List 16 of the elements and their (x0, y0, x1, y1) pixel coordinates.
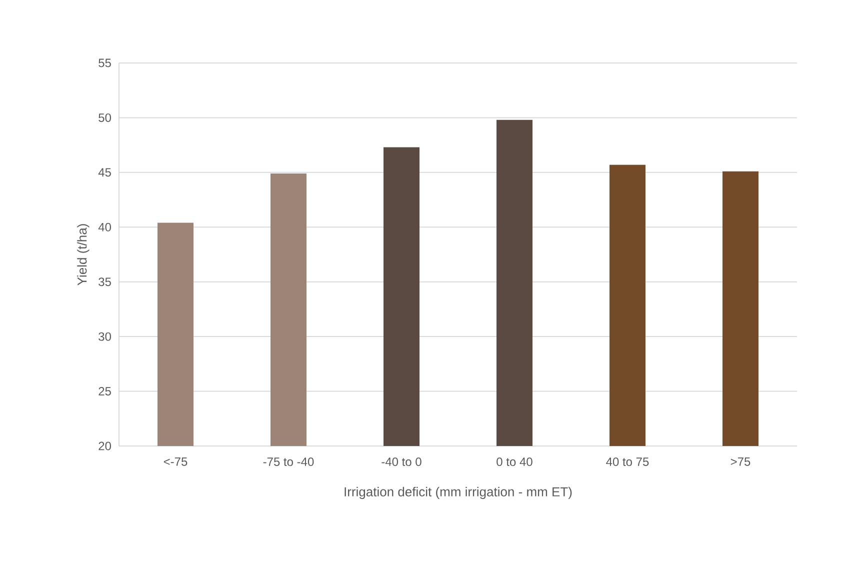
x-tick-label: -75 to -40 (263, 458, 314, 466)
y-tick-label: 50 (98, 113, 112, 122)
y-tick-label: 25 (98, 387, 111, 396)
y-tick-label: 40 (98, 222, 112, 232)
y-tick-label: 30 (98, 332, 112, 341)
x-tick-label: >75 (730, 458, 750, 466)
y-tick-label: 55 (98, 58, 111, 68)
y-tick-label: 45 (98, 168, 111, 177)
x-tick-label: <-75 (164, 458, 188, 466)
x-tick-label: 0 to 40 (496, 458, 532, 466)
x-axis-title: Irrigation deficit (mm irrigation - mm ET) (344, 486, 572, 499)
y-tick-label: 20 (98, 442, 112, 450)
y-axis-title: Yield (t/ha) (77, 224, 90, 286)
y-tick-label: 35 (98, 278, 111, 286)
x-tick-label: -40 to 0 (382, 458, 422, 466)
x-tick-label: 40 to 75 (606, 458, 649, 466)
